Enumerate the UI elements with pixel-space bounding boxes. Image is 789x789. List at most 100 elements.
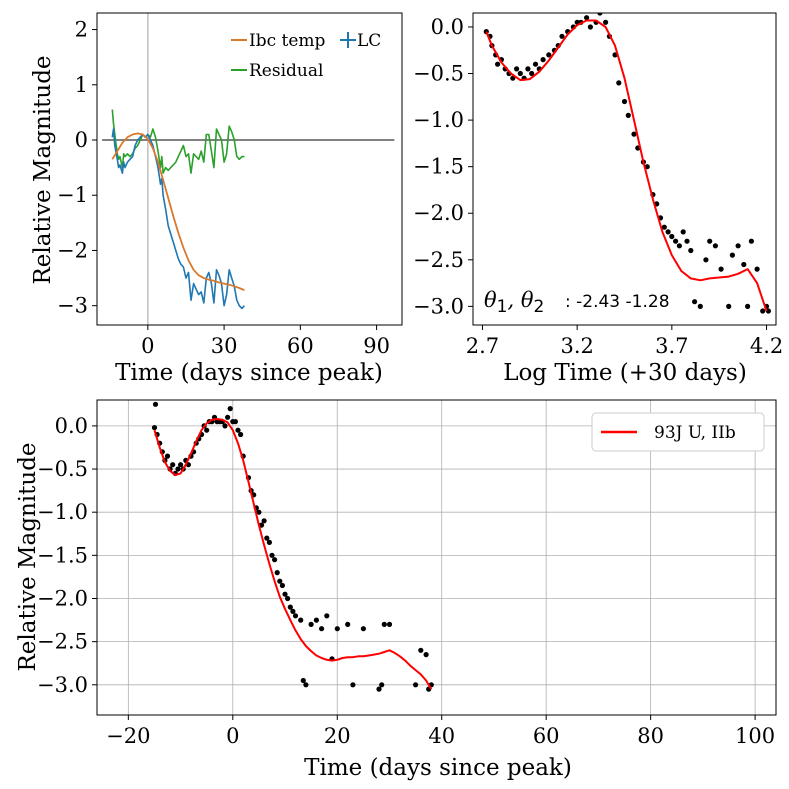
- data-point: [529, 70, 535, 77]
- data-point: [625, 112, 631, 118]
- data-point: [386, 621, 393, 628]
- data-point: [345, 621, 351, 628]
- x-tick-label: 60: [287, 334, 314, 358]
- data-point: [703, 257, 709, 263]
- y-tick-label: 0.0: [431, 15, 464, 39]
- data-point: [272, 557, 278, 563]
- plot-frame-top-right: [472, 12, 777, 326]
- x-tick-label: −20: [106, 724, 150, 748]
- data-point: [760, 308, 766, 314]
- data-point: [540, 57, 546, 63]
- x-tick-label: 100: [735, 724, 775, 748]
- y-tick-label: −1.0: [413, 108, 464, 132]
- data-point: [616, 80, 622, 86]
- data-point: [274, 570, 280, 576]
- data-point: [673, 238, 679, 244]
- x-tick-label: 3.7: [655, 334, 688, 358]
- y-tick-label: −0.5: [413, 62, 464, 86]
- plot-frame-bottom: [96, 399, 777, 716]
- legend-label-ibc: Ibc temp: [249, 31, 326, 51]
- data-point: [225, 414, 231, 420]
- legend-label-lc: LC: [357, 31, 381, 51]
- data-point: [418, 647, 424, 653]
- annotation-theta-symbol: θ1, θ2: [484, 288, 544, 317]
- data-point: [222, 423, 228, 429]
- y-tick-label: −2.0: [413, 201, 464, 225]
- data-point: [269, 552, 275, 558]
- data-point: [546, 52, 552, 58]
- data-point: [680, 229, 686, 235]
- data-point: [282, 591, 288, 597]
- data-point: [718, 266, 724, 272]
- data-point: [697, 303, 703, 309]
- data-point: [308, 621, 314, 628]
- data-point: [285, 595, 291, 602]
- data-point: [334, 626, 340, 632]
- data-point: [152, 401, 159, 407]
- y-axis-label-bottom: Relative Magnitude: [15, 442, 41, 671]
- legend-label-fit: 93J U, IIb: [654, 423, 736, 443]
- y-tick-label: −2.5: [413, 248, 464, 272]
- y-tick-label: −2.0: [37, 586, 88, 610]
- annotation-theta: θ1, θ2 : -2.43 -1.28: [484, 288, 670, 317]
- x-tick-label: 4.2: [750, 334, 783, 358]
- y-tick-label: −2: [57, 238, 88, 262]
- y-tick-label: 0.0: [55, 414, 88, 438]
- y-tick-label: −3.0: [37, 673, 88, 697]
- data-point: [300, 677, 306, 684]
- data-point: [277, 578, 283, 584]
- data-point: [631, 131, 637, 137]
- data-point: [735, 243, 741, 249]
- y-tick-label: −2.5: [37, 630, 88, 654]
- data-point: [313, 617, 319, 623]
- data-point: [324, 613, 330, 619]
- fit-line: [485, 19, 768, 312]
- legend-box-bottom: [591, 412, 765, 452]
- data-point: [692, 299, 698, 305]
- data-point: [741, 261, 747, 268]
- y-tick-label: −0.5: [37, 457, 88, 481]
- panel-bottom: −20 0 20 40 60 80 100 0.0 −0.5 −1.0 −1.5 −2.0 −2.5 −3…: [15, 399, 777, 781]
- data-point: [712, 243, 719, 249]
- data-point: [287, 604, 293, 610]
- y-tick-label: −1: [57, 183, 88, 207]
- data-point: [151, 425, 158, 431]
- data-point: [707, 238, 713, 244]
- data-point: [264, 535, 270, 541]
- data-point: [290, 608, 296, 615]
- data-point: [603, 19, 609, 25]
- data-point: [204, 427, 210, 433]
- data-point: [175, 466, 181, 472]
- data-point: [376, 686, 382, 692]
- data-point: [597, 13, 603, 16]
- data-point: [379, 682, 385, 688]
- data-point: [164, 453, 171, 459]
- lc-line: [111, 128, 245, 310]
- data-point: [232, 419, 238, 425]
- data-point: [514, 66, 520, 72]
- data-point: [726, 303, 732, 309]
- data-point: [227, 406, 233, 412]
- x-tick-label: 20: [324, 724, 351, 748]
- legend-top-left: Ibc temp LC Residual: [231, 31, 381, 81]
- x-tick-label: 90: [363, 334, 390, 358]
- legend-bottom: 93J U, IIb: [591, 412, 765, 452]
- data-point: [754, 266, 760, 272]
- x-tick-label: 0: [226, 724, 239, 748]
- plot-frame-top-left: [96, 12, 403, 326]
- panel-top-right: 2.7 3.2 3.7 4.20.0−0.5−1.0−1.5−2.0−2.5−3.0 …: [413, 12, 783, 386]
- x-tick-label: 60: [533, 724, 560, 748]
- data-point: [665, 229, 671, 235]
- data-point: [621, 98, 628, 105]
- data-point: [381, 621, 387, 628]
- data-point: [584, 15, 590, 21]
- data-point: [292, 613, 299, 619]
- x-tick-label: 30: [211, 334, 238, 358]
- y-tick-label: 0: [75, 128, 88, 152]
- data-point: [279, 582, 285, 589]
- x-tick-label: 40: [428, 724, 455, 748]
- data-point: [748, 238, 755, 244]
- x-tick-label: 3.2: [560, 334, 593, 358]
- fit-line: [153, 418, 433, 690]
